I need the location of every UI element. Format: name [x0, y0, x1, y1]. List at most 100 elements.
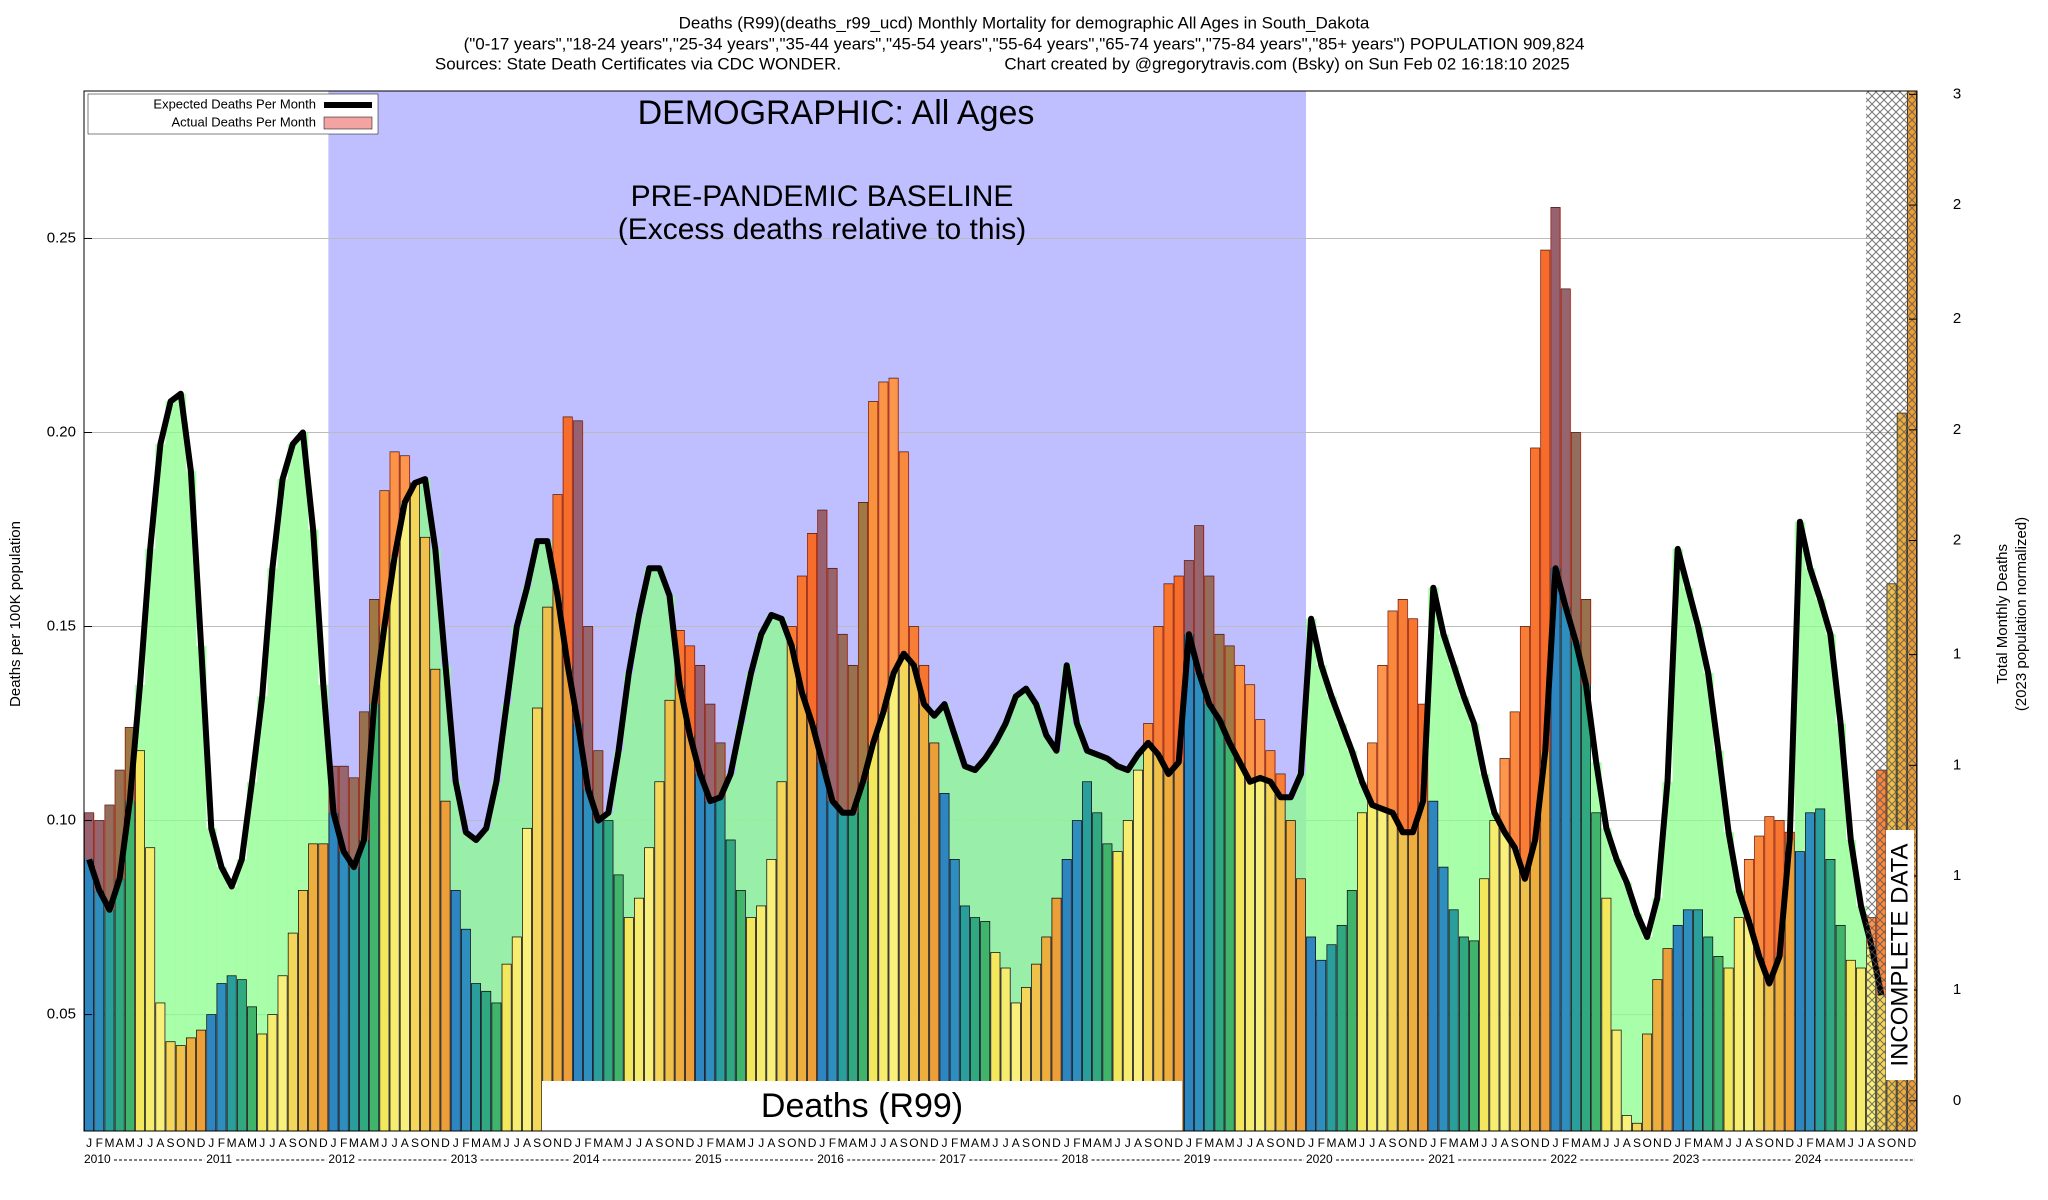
excess-area: [1183, 560, 1195, 635]
bar: [654, 781, 665, 1131]
excess-area: [1234, 665, 1246, 763]
x-tick-label: J: [1481, 1136, 1487, 1150]
deficit-area: [623, 673, 635, 918]
excess-area: [857, 502, 869, 782]
y2-tick-label: 1: [1953, 867, 1961, 884]
x-tick-label: J: [330, 1136, 336, 1150]
excess-area: [124, 727, 136, 802]
x-tick-label: J: [575, 1136, 581, 1150]
x-tick-label: M: [1713, 1136, 1723, 1150]
excess-area: [1499, 758, 1510, 833]
x-tick-label: S: [411, 1136, 419, 1150]
deficit-area: [949, 735, 961, 860]
expected-line: [86, 390, 1885, 996]
bar: [1825, 859, 1836, 1131]
deficit-area: [511, 626, 523, 937]
y-tick-label: 0.25: [47, 229, 76, 246]
bar: [1122, 820, 1133, 1131]
x-tick-label: F: [96, 1136, 103, 1150]
x-year-label: 2013: [451, 1152, 478, 1166]
x-tick-label: A: [156, 1136, 164, 1150]
x-tick-label: D: [1908, 1136, 1917, 1150]
excess-area: [807, 533, 818, 724]
y2-tick-label: 1: [1953, 646, 1961, 663]
bar: [1815, 808, 1826, 1131]
excess-area: [1530, 448, 1541, 840]
deficit-area: [776, 618, 787, 782]
legend-swatch: [323, 116, 373, 130]
y2-tick-label: 3: [1953, 85, 1961, 102]
bar: [542, 606, 553, 1131]
excess-area: [817, 510, 828, 763]
deficit-area: [654, 568, 665, 782]
bar: [196, 1029, 207, 1131]
legend-label: Actual Deaths Per Month: [171, 114, 316, 129]
x-tick-label: J: [1491, 1136, 1497, 1150]
bar: [1642, 1033, 1653, 1131]
deficit-area: [1031, 704, 1042, 965]
chart-title: Deaths (R99)(deaths_r99_ucd) Monthly Mor…: [679, 13, 1370, 32]
excess-area: [593, 750, 604, 821]
x-year-label: 2015: [695, 1152, 722, 1166]
x-tick-label: M: [593, 1136, 603, 1150]
deficit-area: [1020, 688, 1032, 988]
bar: [185, 1037, 196, 1131]
bar: [481, 990, 492, 1131]
bar: [990, 952, 1001, 1131]
excess-area: [1754, 836, 1765, 957]
bar: [1713, 956, 1724, 1131]
deficit-area: [226, 886, 238, 976]
excess-area: [369, 599, 380, 705]
bar: [532, 707, 543, 1131]
x-tick-label: J: [259, 1136, 265, 1150]
x-tick-label: J: [1359, 1136, 1365, 1150]
bar: [634, 897, 644, 1131]
x-tick-label: O: [787, 1136, 796, 1150]
excess-area: [715, 742, 726, 798]
x-tick-label: N: [675, 1136, 684, 1150]
bar: [1733, 917, 1744, 1131]
bar: [1835, 924, 1846, 1131]
plot-frame: [83, 90, 1918, 1132]
x-tick-label: A: [1012, 1136, 1020, 1150]
deficit-area: [1112, 766, 1123, 852]
bar: [1591, 812, 1602, 1131]
excess-area: [348, 777, 360, 868]
deficit-area: [603, 812, 614, 821]
bar: [603, 820, 614, 1131]
x-tick-label: M: [715, 1136, 725, 1150]
x-tick-label: J: [504, 1136, 510, 1150]
x-tick-label: F: [340, 1136, 347, 1150]
excess-area: [1193, 525, 1205, 674]
x-tick-label: J: [392, 1136, 398, 1150]
bar: [1357, 812, 1367, 1131]
x-year-label: 2021: [1428, 1152, 1455, 1166]
excess-area: [705, 704, 716, 802]
x-tick-label: A: [523, 1136, 531, 1150]
x-tick-label: M: [227, 1136, 237, 1150]
x-tick-label: A: [604, 1136, 612, 1150]
x-tick-label: O: [1642, 1136, 1651, 1150]
deficit-area: [1825, 634, 1836, 860]
excess-area: [868, 401, 879, 743]
deficit-area: [1428, 587, 1439, 802]
x-tick-label: F: [1440, 1136, 1447, 1150]
x-tick-label: F: [1195, 1136, 1202, 1150]
bar: [298, 890, 308, 1131]
x-tick-label: F: [707, 1136, 714, 1150]
x-tick-label: M: [369, 1136, 379, 1150]
x-tick-label: J: [992, 1136, 998, 1150]
x-tick-label: N: [1653, 1136, 1662, 1150]
bar: [206, 1014, 217, 1131]
x-tick-label: J: [381, 1136, 387, 1150]
bar: [1489, 820, 1500, 1131]
y-tick-label: 0.10: [47, 812, 76, 829]
deficit-area: [1794, 521, 1806, 852]
deficit-area: [1122, 770, 1134, 821]
x-tick-label: J: [1726, 1136, 1732, 1150]
x-tick-label: O: [420, 1136, 429, 1150]
deficit-area: [1611, 859, 1622, 1031]
x-tick-label: A: [238, 1136, 246, 1150]
x-tick-label: O: [543, 1136, 552, 1150]
deficit-area: [1102, 758, 1113, 844]
